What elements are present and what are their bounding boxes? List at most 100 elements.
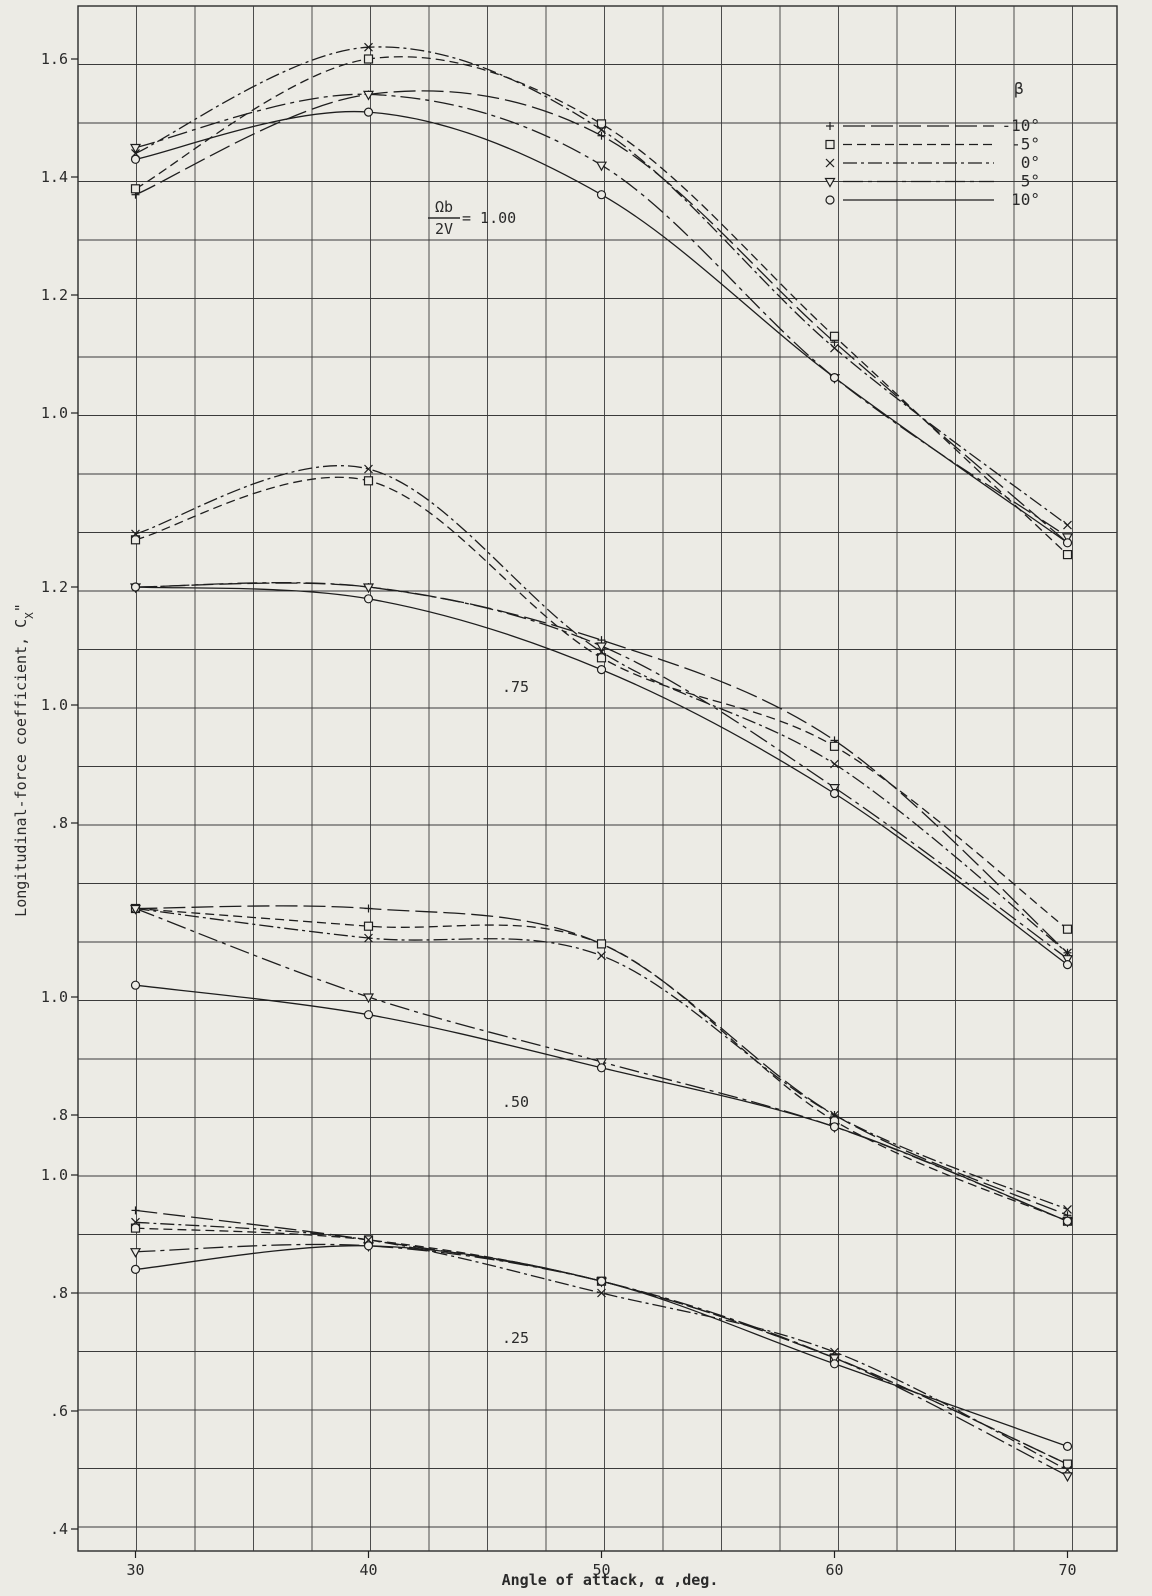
legend-label: -10° (1001, 116, 1040, 135)
data-point (829, 373, 840, 383)
data-point (1061, 955, 1074, 965)
data-point (1061, 533, 1074, 544)
legend-label: -5° (1011, 135, 1040, 154)
data-point (362, 90, 375, 101)
series-line (135, 582, 1068, 954)
data-point (829, 788, 840, 799)
data-point (1062, 959, 1073, 970)
data-point (363, 594, 374, 604)
data-point (829, 741, 840, 751)
legend-entry: 0° (825, 153, 1040, 172)
data-point (362, 993, 375, 1004)
data-point (1062, 924, 1073, 934)
data-point (363, 921, 374, 931)
data-point (363, 1241, 374, 1251)
series-line (135, 586, 1068, 966)
data-point (130, 1264, 141, 1275)
group-label-den: 2V (435, 220, 453, 238)
legend-marker (824, 177, 836, 188)
series-line (135, 582, 1068, 960)
legend-label: 10° (1011, 190, 1040, 209)
x-tick-label: 70 (1058, 1561, 1076, 1579)
data-point (595, 642, 608, 653)
data-point (596, 1063, 607, 1073)
y-tick-label: .8 (50, 1106, 68, 1124)
y-tick-label: 1.0 (41, 1166, 68, 1184)
series-line (135, 90, 1068, 544)
data-point (828, 784, 841, 794)
group-label-.50: .50 (502, 1093, 529, 1111)
legend-label: 5° (1021, 172, 1040, 191)
data-point (364, 42, 373, 52)
data-point (1063, 1204, 1072, 1214)
data-point (596, 664, 607, 675)
series-line (135, 476, 1068, 930)
data-point (597, 1288, 606, 1298)
data-point (131, 1217, 140, 1227)
legend-entry: 5° (824, 172, 1040, 191)
data-point (130, 535, 141, 545)
legend-entry: -5° (825, 135, 1040, 154)
series-line (135, 984, 1068, 1222)
group-labels: Ωb 2V = 1.00 .75 .50 .25 (428, 198, 529, 1347)
data-point (130, 184, 141, 194)
y-tick-label: 1.4 (41, 168, 68, 186)
data-point (1061, 1472, 1074, 1483)
group-label-.25: .25 (502, 1329, 529, 1347)
legend: β -10°-5°0°5°10° (824, 79, 1040, 209)
data-point (828, 1354, 841, 1365)
data-point (597, 131, 606, 140)
data-point (830, 759, 839, 769)
data-point (829, 1122, 840, 1132)
data-point (596, 1276, 607, 1286)
data-point (1062, 1459, 1073, 1469)
data-point (131, 1206, 140, 1215)
data-point (596, 939, 607, 949)
data-point (595, 1058, 608, 1069)
y-tick-label: 1.2 (41, 578, 68, 596)
data-point (829, 331, 840, 341)
data-point (130, 154, 141, 164)
data-point (364, 933, 373, 943)
series-line (135, 1227, 1068, 1465)
x-tick-label: 60 (825, 1561, 843, 1579)
data-point (130, 980, 141, 990)
data-point (363, 476, 374, 486)
legend-marker (825, 195, 835, 205)
series-line (135, 56, 1068, 556)
data-point (363, 107, 374, 117)
y-axis-title-sub: X (23, 612, 36, 619)
data-point (830, 1110, 839, 1120)
data-point (596, 190, 607, 200)
y-tick-label: 1.0 (41, 696, 68, 714)
legend-marker (825, 139, 835, 150)
x-axis-title: Angle of attack, α ,deg. (502, 1571, 719, 1589)
y-tick-label: .6 (50, 1402, 68, 1420)
data-point (595, 161, 608, 172)
group-label-eq: = 1.00 (462, 209, 516, 227)
data-point (129, 143, 142, 154)
data-point (1062, 549, 1073, 560)
legend-entry: -10° (826, 116, 1040, 135)
series-line (135, 465, 1068, 954)
data-point (130, 582, 141, 592)
y-tick-label: .8 (50, 814, 68, 832)
data-point (129, 1248, 142, 1258)
tick-labels: 30 40 50 60 70 1.0 1.2 1.4 1.6 .8 1.0 1.2 .8 1.0 .4 .6.… (41, 50, 1077, 1579)
legend-entries: -10°-5°0°5°10° (824, 116, 1040, 209)
series-line (135, 1209, 1068, 1465)
x-tick-label: 40 (359, 1561, 377, 1579)
data-point (363, 54, 374, 64)
series-line (135, 1221, 1068, 1471)
series-line (135, 93, 1068, 538)
data-point (362, 583, 375, 594)
data-point (363, 1010, 374, 1020)
data-point (1062, 1216, 1073, 1226)
curves (135, 46, 1068, 1477)
data-point (1063, 520, 1072, 530)
data-point (597, 951, 606, 961)
group-label-.75: .75 (502, 678, 529, 696)
series-line (135, 1245, 1068, 1448)
